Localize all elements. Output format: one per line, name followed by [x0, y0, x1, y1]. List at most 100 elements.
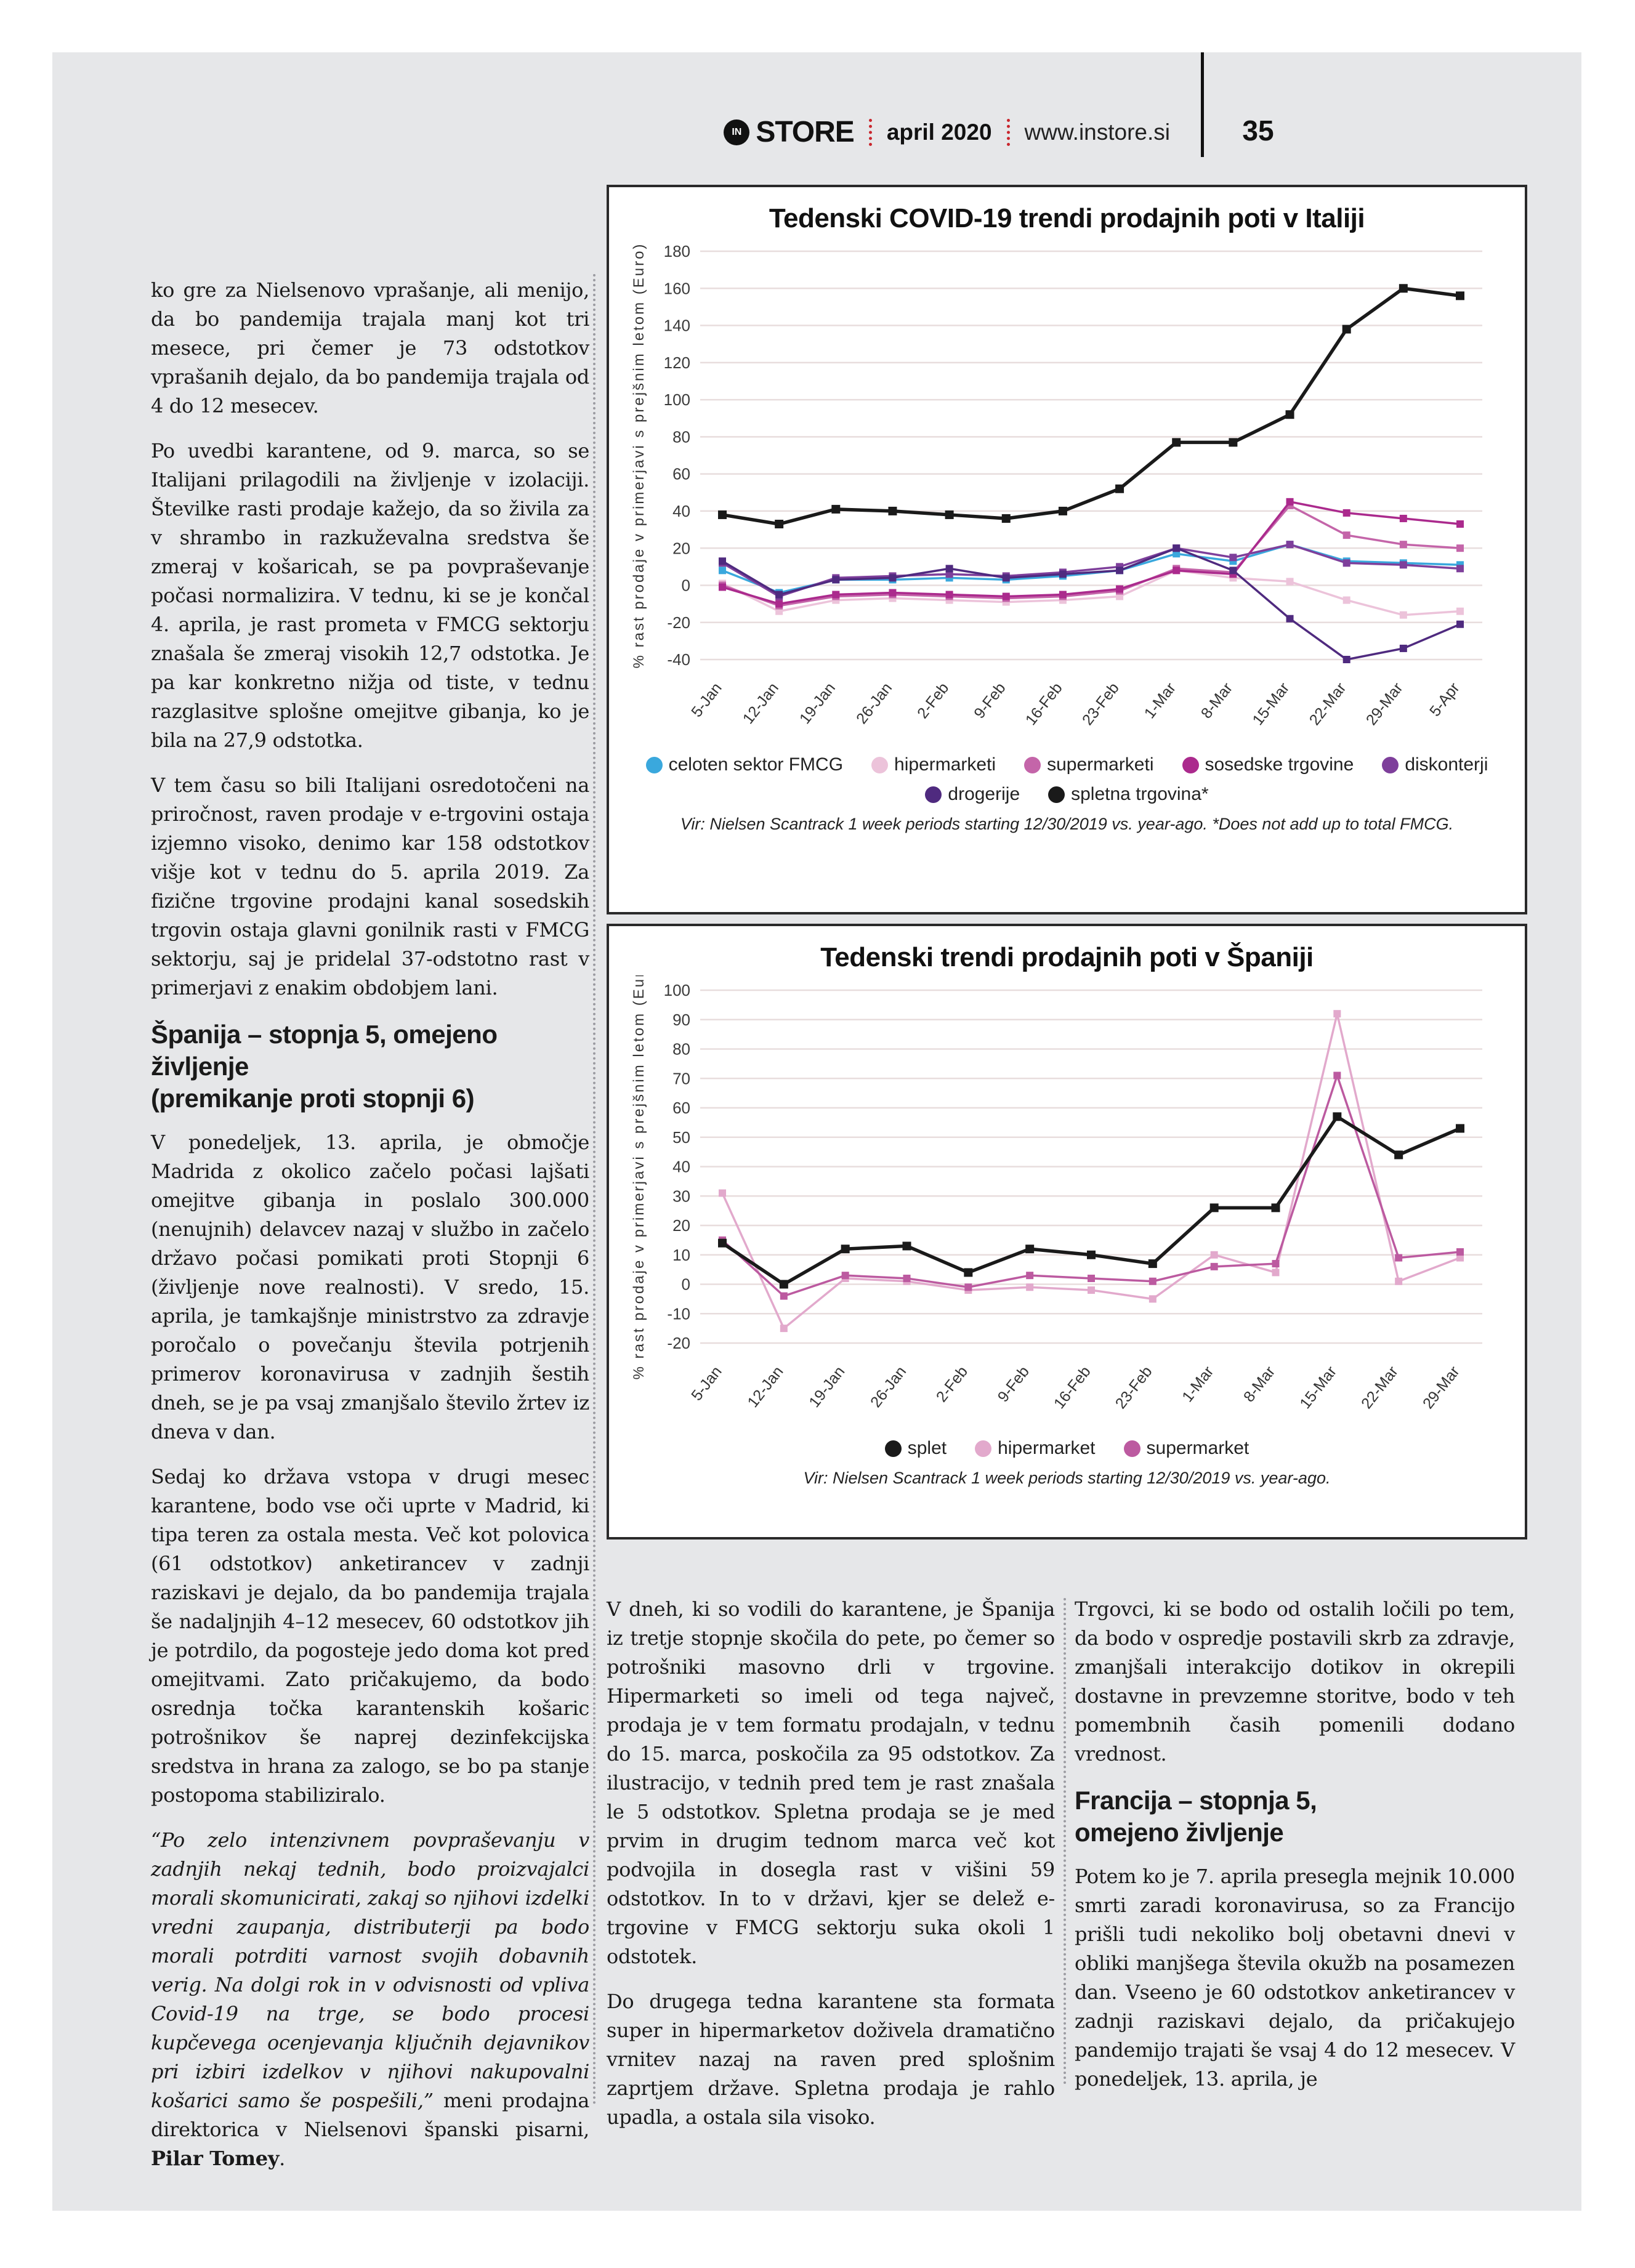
line-chart-italy: -40 -20 0 20 40 60 80 100 120 140 160 180 % rast pro…	[631, 242, 1482, 728]
svg-text:10: 10	[672, 1246, 690, 1264]
paragraph: Po uvedbi karantene, od 9. marca, so se …	[151, 439, 589, 752]
quote-author: Pilar Tomey	[151, 2147, 280, 2170]
svg-text:0: 0	[682, 576, 690, 595]
x-tick-label: 29-Mar	[1363, 679, 1407, 728]
x-tick-label: 23-Feb	[1112, 1363, 1156, 1412]
svg-text:20: 20	[672, 1216, 690, 1235]
svg-text:40: 40	[672, 502, 690, 520]
x-tick-label: 9-Feb	[995, 1363, 1033, 1405]
x-tick-label: 1-Mar	[1179, 1363, 1217, 1405]
legend-label: celoten sektor FMCG	[668, 754, 844, 775]
series-line	[722, 500, 1461, 605]
legend-label: spletna trgovina*	[1071, 784, 1209, 804]
legend-label: hipermarket	[998, 1438, 1096, 1458]
x-tick-label: 16-Feb	[1022, 679, 1066, 728]
paragraph: Do drugega tedna karantene sta formata s…	[607, 1990, 1055, 2129]
page-number: 35	[1242, 115, 1274, 147]
left-column: ko gre za Nielsenovo vprašanje, ali meni…	[151, 276, 589, 2189]
paragraph: V dneh, ki so vodili do karantene, je Šp…	[607, 1597, 1055, 1968]
svg-text:-20: -20	[667, 613, 690, 632]
svg-text:180: 180	[664, 242, 690, 260]
svg-text:-10: -10	[667, 1304, 690, 1323]
svg-text:60: 60	[672, 465, 690, 483]
website-text: www.instore.si	[1024, 119, 1170, 145]
x-tick-label: 5-Jan	[688, 679, 725, 720]
x-tick-label: 22-Mar	[1358, 1363, 1402, 1412]
instore-logo: IN STORE	[724, 115, 855, 149]
x-tick-label: 9-Feb	[971, 679, 1009, 722]
legend-item: sosedske trgovine	[1182, 754, 1354, 775]
chart-title: Tedenski COVID-19 trendi prodajnih poti …	[769, 203, 1365, 233]
paragraph: V tem času so bili Italijani osredotočen…	[151, 773, 589, 999]
legend-label: supermarket	[1146, 1438, 1249, 1458]
in-logo-icon: IN	[724, 119, 750, 145]
section-heading-france: Francija – stopnja 5, omejeno življenje	[1075, 1786, 1317, 1847]
y-axis-label: % rast prodaje v primerjavi s prejšnim l…	[631, 243, 647, 669]
x-tick-label: 22-Mar	[1306, 679, 1350, 728]
paragraph: Potem ko je 7. aprila presegla mejnik 10…	[1075, 1865, 1515, 2091]
paragraph: Trgovci, ki se bodo od ostalih ločili po…	[1075, 1597, 1515, 1766]
svg-text:40: 40	[672, 1158, 690, 1176]
legend-item: hipermarket	[975, 1438, 1096, 1459]
x-tick-label: 12-Jan	[744, 1363, 786, 1410]
x-tick-label: 23-Feb	[1079, 679, 1123, 728]
series-line	[722, 547, 1461, 661]
x-tick-label: 15-Mar	[1249, 679, 1293, 728]
series-line	[722, 569, 1461, 616]
x-tick-label: 29-Mar	[1419, 1363, 1463, 1412]
x-tick-label: 19-Jan	[805, 1363, 848, 1410]
x-tick-label: 19-Jan	[796, 679, 839, 727]
section-heading-spain: Španija – stopnja 5, omejeno življenje (…	[151, 1020, 498, 1113]
logo-store-text: STORE	[756, 116, 854, 148]
legend-dot-icon	[1024, 756, 1041, 773]
chart-title: Tedenski trendi prodajnih poti v Španiji	[820, 942, 1314, 972]
column-divider	[1064, 1598, 1066, 2084]
svg-text:90: 90	[672, 1011, 690, 1029]
x-tick-label: 5-Apr	[1426, 679, 1463, 719]
legend-item: supermarket	[1123, 1438, 1249, 1459]
chart-panel-italy: Tedenski COVID-19 trendi prodajnih poti …	[607, 185, 1527, 914]
svg-text:60: 60	[672, 1099, 690, 1117]
x-tick-label: 2-Feb	[914, 679, 952, 722]
svg-text:100: 100	[664, 390, 690, 409]
svg-text:120: 120	[664, 353, 690, 372]
legend-dot-icon	[925, 786, 942, 803]
legend-item: diskonterji	[1382, 754, 1488, 775]
legend-item: hipermarketi	[871, 754, 996, 775]
quote-paragraph: “Po zelo intenzivnem povpraševanju v zad…	[151, 1828, 589, 2170]
paragraph: ko gre za Nielsenovo vprašanje, ali meni…	[151, 278, 589, 418]
legend-label: hipermarketi	[894, 754, 996, 775]
line-chart-spain: -20 -10 0 10 20 30 40 50 60 70 80 90 100 % rast proda…	[631, 954, 1482, 1412]
svg-text:0: 0	[682, 1275, 690, 1294]
page-header: IN STORE april 2020 www.instore.si	[52, 115, 1170, 149]
legend-item: celoten sektor FMCG	[645, 754, 844, 775]
legend-item: supermarketi	[1024, 754, 1154, 775]
dotted-separator-icon	[868, 118, 872, 146]
svg-text:30: 30	[672, 1187, 690, 1205]
svg-text:160: 160	[664, 279, 690, 297]
svg-text:100: 100	[664, 981, 690, 999]
y-axis-label: % rast prodaje v primerjavi s prejšnim l…	[631, 975, 647, 1379]
svg-text:80: 80	[672, 427, 690, 446]
legend-dot-icon	[1123, 1440, 1140, 1457]
series-line	[722, 543, 1461, 598]
legend-label: drogerije	[948, 784, 1020, 804]
legend-dot-icon	[1182, 756, 1199, 773]
svg-text:-40: -40	[667, 650, 690, 669]
right-column: Trgovci, ki se bodo od ostalih ločili po…	[1075, 1595, 1515, 2110]
legend-label: sosedske trgovine	[1205, 754, 1354, 775]
x-tick-label: 1-Mar	[1141, 679, 1179, 722]
legend-item: splet	[884, 1438, 947, 1459]
x-tick-label: 8-Mar	[1240, 1363, 1278, 1405]
svg-text:50: 50	[672, 1128, 690, 1147]
svg-text:80: 80	[672, 1040, 690, 1059]
x-tick-label: 12-Jan	[740, 679, 782, 727]
chart-source: Vir: Nielsen Scantrack 1 week periods st…	[680, 815, 1454, 833]
svg-text:70: 70	[672, 1069, 690, 1088]
x-tick-label: 26-Jan	[853, 679, 895, 727]
chart-legend: celoten sektor FMCG hipermarketi supermark…	[628, 754, 1506, 805]
legend-label: diskonterji	[1405, 754, 1488, 775]
content-area: IN STORE april 2020 www.instore.si 35 ko…	[52, 52, 1581, 2211]
svg-text:20: 20	[672, 539, 690, 557]
legend-dot-icon	[975, 1440, 992, 1457]
